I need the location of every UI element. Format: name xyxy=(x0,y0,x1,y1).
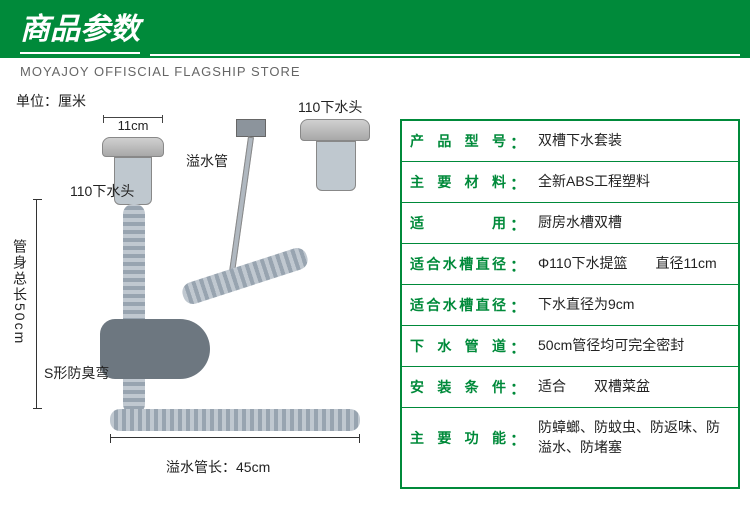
spec-label: 产品型号 xyxy=(402,121,510,161)
spec-divider: ： xyxy=(510,293,532,317)
spec-row: 主要材料：全新ABS工程塑料 xyxy=(402,162,738,203)
spec-value: 50cm管径均可完全密封 xyxy=(532,326,738,366)
unit-label: 单位：厘米 xyxy=(16,91,86,111)
callout-s-trap: S形防臭弯 xyxy=(44,363,109,383)
spec-row: 下水管道：50cm管径均可完全密封 xyxy=(402,326,738,367)
store-subtitle: MOYAJOY OFFISCIAL FLAGSHIP STORE xyxy=(20,64,750,79)
callout-right-drain: 110下水头 xyxy=(298,97,362,117)
spec-row: 适 用：厨房水槽双槽 xyxy=(402,203,738,244)
overflow-pipe-icon xyxy=(229,137,254,276)
spec-value: 防蟑螂、防蚊虫、防返味、防溢水、防堵塞 xyxy=(532,408,738,467)
spec-divider: ： xyxy=(510,375,532,399)
right-drain-body-icon xyxy=(316,141,356,191)
spec-row: 主要功能：防蟑螂、防蚊虫、防返味、防溢水、防堵塞 xyxy=(402,408,738,467)
main-hose-icon xyxy=(123,204,145,414)
connector-hose-icon xyxy=(180,245,310,306)
dimension-top-width: 11cm xyxy=(103,117,163,133)
spec-value: 厨房水槽双槽 xyxy=(532,203,738,243)
dimension-total-length: 管身总长50cm xyxy=(10,239,30,345)
left-drain-cap-icon xyxy=(102,137,164,157)
spec-table: 产品型号：双槽下水套装主要材料：全新ABS工程塑料适 用：厨房水槽双槽适合水槽直… xyxy=(400,119,740,489)
callout-left-drain: 110下水头 xyxy=(70,181,134,201)
spec-divider: ： xyxy=(510,426,532,450)
spec-row: 产品型号：双槽下水套装 xyxy=(402,121,738,162)
s-trap-icon xyxy=(100,319,210,379)
spec-label: 主要功能 xyxy=(402,418,510,458)
spec-label: 主要材料 xyxy=(402,162,510,202)
header-underline xyxy=(150,54,740,56)
spec-row: 安装条件：适合 双槽菜盆 xyxy=(402,367,738,408)
spec-value: Φ110下水提篮 直径11cm xyxy=(532,244,738,284)
spec-label: 安装条件 xyxy=(402,367,510,407)
spec-label: 适合水槽直径 xyxy=(402,285,510,325)
spec-divider: ： xyxy=(510,170,532,194)
spec-label: 适 用 xyxy=(402,203,510,243)
callout-overflow-tube: 溢水管 xyxy=(186,151,228,171)
spec-label: 下水管道 xyxy=(402,326,510,366)
spec-row: 适合水槽直径：Φ110下水提篮 直径11cm xyxy=(402,244,738,285)
spec-value: 适合 双槽菜盆 xyxy=(532,367,738,407)
spec-value: 下水直径为9cm xyxy=(532,285,738,325)
spec-value: 全新ABS工程塑料 xyxy=(532,162,738,202)
spec-label: 适合水槽直径 xyxy=(402,244,510,284)
callout-overflow-length: 溢水管长：45cm xyxy=(166,457,270,477)
header-banner: 商品参数 xyxy=(0,0,750,58)
page-title: 商品参数 xyxy=(20,4,140,54)
spec-divider: ： xyxy=(510,211,532,235)
outlet-hose-icon xyxy=(110,409,360,431)
spec-value: 双槽下水套装 xyxy=(532,121,738,161)
spec-divider: ： xyxy=(510,129,532,153)
right-drain-cap-icon xyxy=(300,119,370,141)
spec-row: 适合水槽直径：下水直径为9cm xyxy=(402,285,738,326)
dimension-overflow-line xyxy=(110,437,360,438)
spec-divider: ： xyxy=(510,334,532,358)
spec-divider: ： xyxy=(510,252,532,276)
product-diagram: 单位：厘米 11cm 管身总长50cm 110下水头 溢水管 110下水头 S形… xyxy=(10,89,400,489)
overflow-inlet-icon xyxy=(236,119,266,137)
